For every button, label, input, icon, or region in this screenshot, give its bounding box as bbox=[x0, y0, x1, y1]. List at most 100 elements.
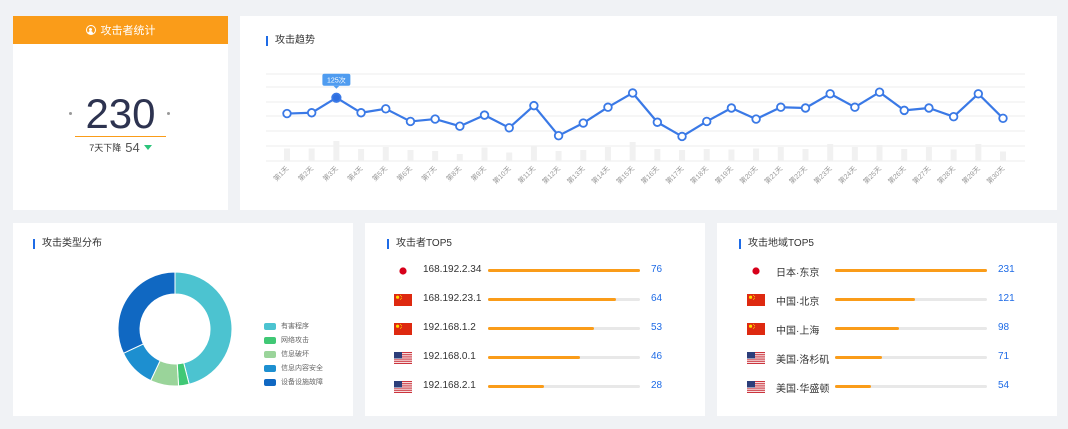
legend-item[interactable]: 网络攻击 bbox=[264, 333, 323, 347]
dot-decoration-left bbox=[69, 112, 72, 115]
rank-bar-track bbox=[835, 269, 987, 272]
trend-volume-bar bbox=[679, 150, 686, 161]
trend-data-point[interactable] bbox=[603, 102, 613, 112]
rank-value: 46 bbox=[651, 351, 663, 362]
trend-data-point[interactable] bbox=[282, 108, 292, 119]
tooltip-pointer bbox=[333, 85, 340, 89]
trend-data-point[interactable] bbox=[529, 100, 539, 111]
trend-x-tick-label: 第19天 bbox=[713, 164, 735, 186]
trend-data-point[interactable] bbox=[726, 103, 737, 113]
trend-data-point[interactable] bbox=[504, 123, 514, 133]
trend-data-point[interactable] bbox=[381, 104, 391, 114]
trend-data-point[interactable] bbox=[800, 103, 811, 113]
rank-bar-track bbox=[835, 298, 987, 301]
trend-data-point[interactable] bbox=[677, 131, 687, 142]
legend-item[interactable]: 信息内容安全 bbox=[264, 361, 323, 375]
rank-value: 53 bbox=[651, 322, 663, 333]
trend-x-tick-label: 第29天 bbox=[960, 164, 982, 186]
legend-swatch bbox=[264, 336, 276, 344]
rank-value: 64 bbox=[651, 293, 663, 304]
trend-data-point[interactable] bbox=[973, 89, 984, 99]
china-flag-icon bbox=[394, 293, 412, 306]
dot-decoration-right bbox=[167, 112, 170, 115]
top-attackers-card: 攻击者TOP5 168.192.2.34 76 168.192.23.1 64 192.… bbox=[365, 223, 705, 416]
legend-item[interactable]: 有害程序 bbox=[264, 319, 323, 333]
china-flag-icon bbox=[747, 293, 765, 306]
rank-value: 98 bbox=[998, 322, 1010, 333]
trend-volume-bar bbox=[358, 149, 365, 161]
trend-data-point[interactable] bbox=[899, 105, 909, 116]
trend-volume-bar bbox=[1000, 151, 1006, 161]
rank-bar-track bbox=[835, 385, 987, 388]
trend-x-tick-label: 第23天 bbox=[812, 164, 834, 186]
attacker-stats-card: 攻击者统计 230 7天下降 54 bbox=[13, 16, 228, 210]
trend-data-point[interactable] bbox=[627, 88, 638, 98]
trend-data-point[interactable] bbox=[998, 113, 1008, 123]
rank-bar-track bbox=[488, 385, 640, 388]
trend-data-point[interactable] bbox=[825, 89, 835, 99]
rank-label: 美国·华盛顿 bbox=[776, 384, 830, 395]
trend-data-point[interactable] bbox=[924, 103, 934, 113]
legend-swatch bbox=[264, 350, 276, 358]
rank-label: 168.192.23.1 bbox=[423, 293, 482, 304]
legend-item[interactable]: 信息破坏 bbox=[264, 347, 323, 361]
trend-data-point[interactable] bbox=[455, 121, 465, 131]
trend-data-point[interactable] bbox=[430, 114, 440, 124]
rank-label: 中国·上海 bbox=[776, 326, 820, 337]
top-attackers-title: 攻击者TOP5 bbox=[387, 239, 452, 249]
trend-x-tick-label: 第10天 bbox=[491, 164, 513, 186]
trend-volume-bar bbox=[654, 149, 661, 161]
trend-x-tick-label: 第4天 bbox=[345, 164, 364, 183]
trend-x-tick-label: 第17天 bbox=[664, 164, 686, 186]
rank-bar-track bbox=[488, 298, 640, 301]
trend-x-tick-label: 第28天 bbox=[935, 164, 957, 186]
trend-volume-bar bbox=[802, 149, 809, 161]
rank-bar-track bbox=[488, 269, 640, 272]
trend-x-tick-label: 第25天 bbox=[861, 164, 883, 186]
trend-data-point[interactable] bbox=[874, 87, 885, 97]
legend-item[interactable]: 设备设施故障 bbox=[264, 375, 323, 389]
total-underline bbox=[75, 136, 166, 137]
trend-x-tick-label: 第24天 bbox=[836, 164, 858, 186]
trend-data-point[interactable] bbox=[306, 108, 317, 118]
trend-volume-bar bbox=[901, 149, 908, 161]
trend-volume-bar bbox=[728, 149, 735, 161]
trend-data-point[interactable] bbox=[356, 108, 366, 118]
legend-swatch bbox=[264, 364, 276, 372]
trend-data-point[interactable] bbox=[479, 110, 490, 120]
trend-x-tick-label: 第18天 bbox=[688, 164, 710, 186]
legend-swatch bbox=[264, 322, 276, 330]
trend-x-tick-label: 第13天 bbox=[565, 164, 587, 186]
trend-volume-bar bbox=[530, 146, 537, 161]
trend-volume-bar bbox=[753, 148, 760, 161]
trend-data-point[interactable] bbox=[850, 102, 860, 112]
rank-bar-fill bbox=[488, 298, 616, 301]
trend-x-tick-label: 第7天 bbox=[420, 164, 439, 183]
trend-data-point[interactable] bbox=[652, 117, 663, 127]
trend-data-point[interactable] bbox=[553, 130, 564, 141]
attack-trend-title: 攻击趋势 bbox=[266, 36, 315, 46]
trend-data-point[interactable] bbox=[776, 102, 786, 112]
attack-type-legend: 有害程序 网络攻击 信息破坏 信息内容安全 设备设施故障 bbox=[264, 319, 323, 389]
trend-volume-bar bbox=[284, 148, 290, 161]
trend-data-point[interactable] bbox=[702, 116, 712, 127]
trend-volume-bar bbox=[506, 152, 513, 161]
trend-data-point[interactable] bbox=[948, 112, 959, 122]
trend-series-line bbox=[286, 91, 1004, 138]
trend-data-point[interactable] bbox=[331, 92, 342, 103]
trend-x-tick-label: 第21天 bbox=[762, 164, 784, 186]
user-circle-icon bbox=[85, 25, 96, 35]
attacker-stats-header: 攻击者统计 bbox=[13, 16, 228, 44]
attack-trend-chart[interactable]: 125次第1天 第2天 第3天 第4天 第5天 第6天 第7天 第8天 第9天 第10天 第11天第… bbox=[240, 16, 1057, 210]
trend-data-point[interactable] bbox=[405, 116, 416, 127]
trend-volume-bar bbox=[777, 147, 784, 161]
trend-data-point[interactable] bbox=[578, 118, 588, 128]
usa-flag-icon bbox=[747, 351, 765, 364]
rank-value: 28 bbox=[651, 380, 663, 391]
trend-volume-bar bbox=[629, 142, 636, 161]
trend-volume-bar bbox=[703, 149, 710, 161]
change-value: 54 bbox=[125, 140, 140, 155]
trend-volume-bar bbox=[308, 148, 315, 161]
rank-bar-fill bbox=[835, 298, 915, 301]
trend-data-point[interactable] bbox=[751, 114, 761, 124]
